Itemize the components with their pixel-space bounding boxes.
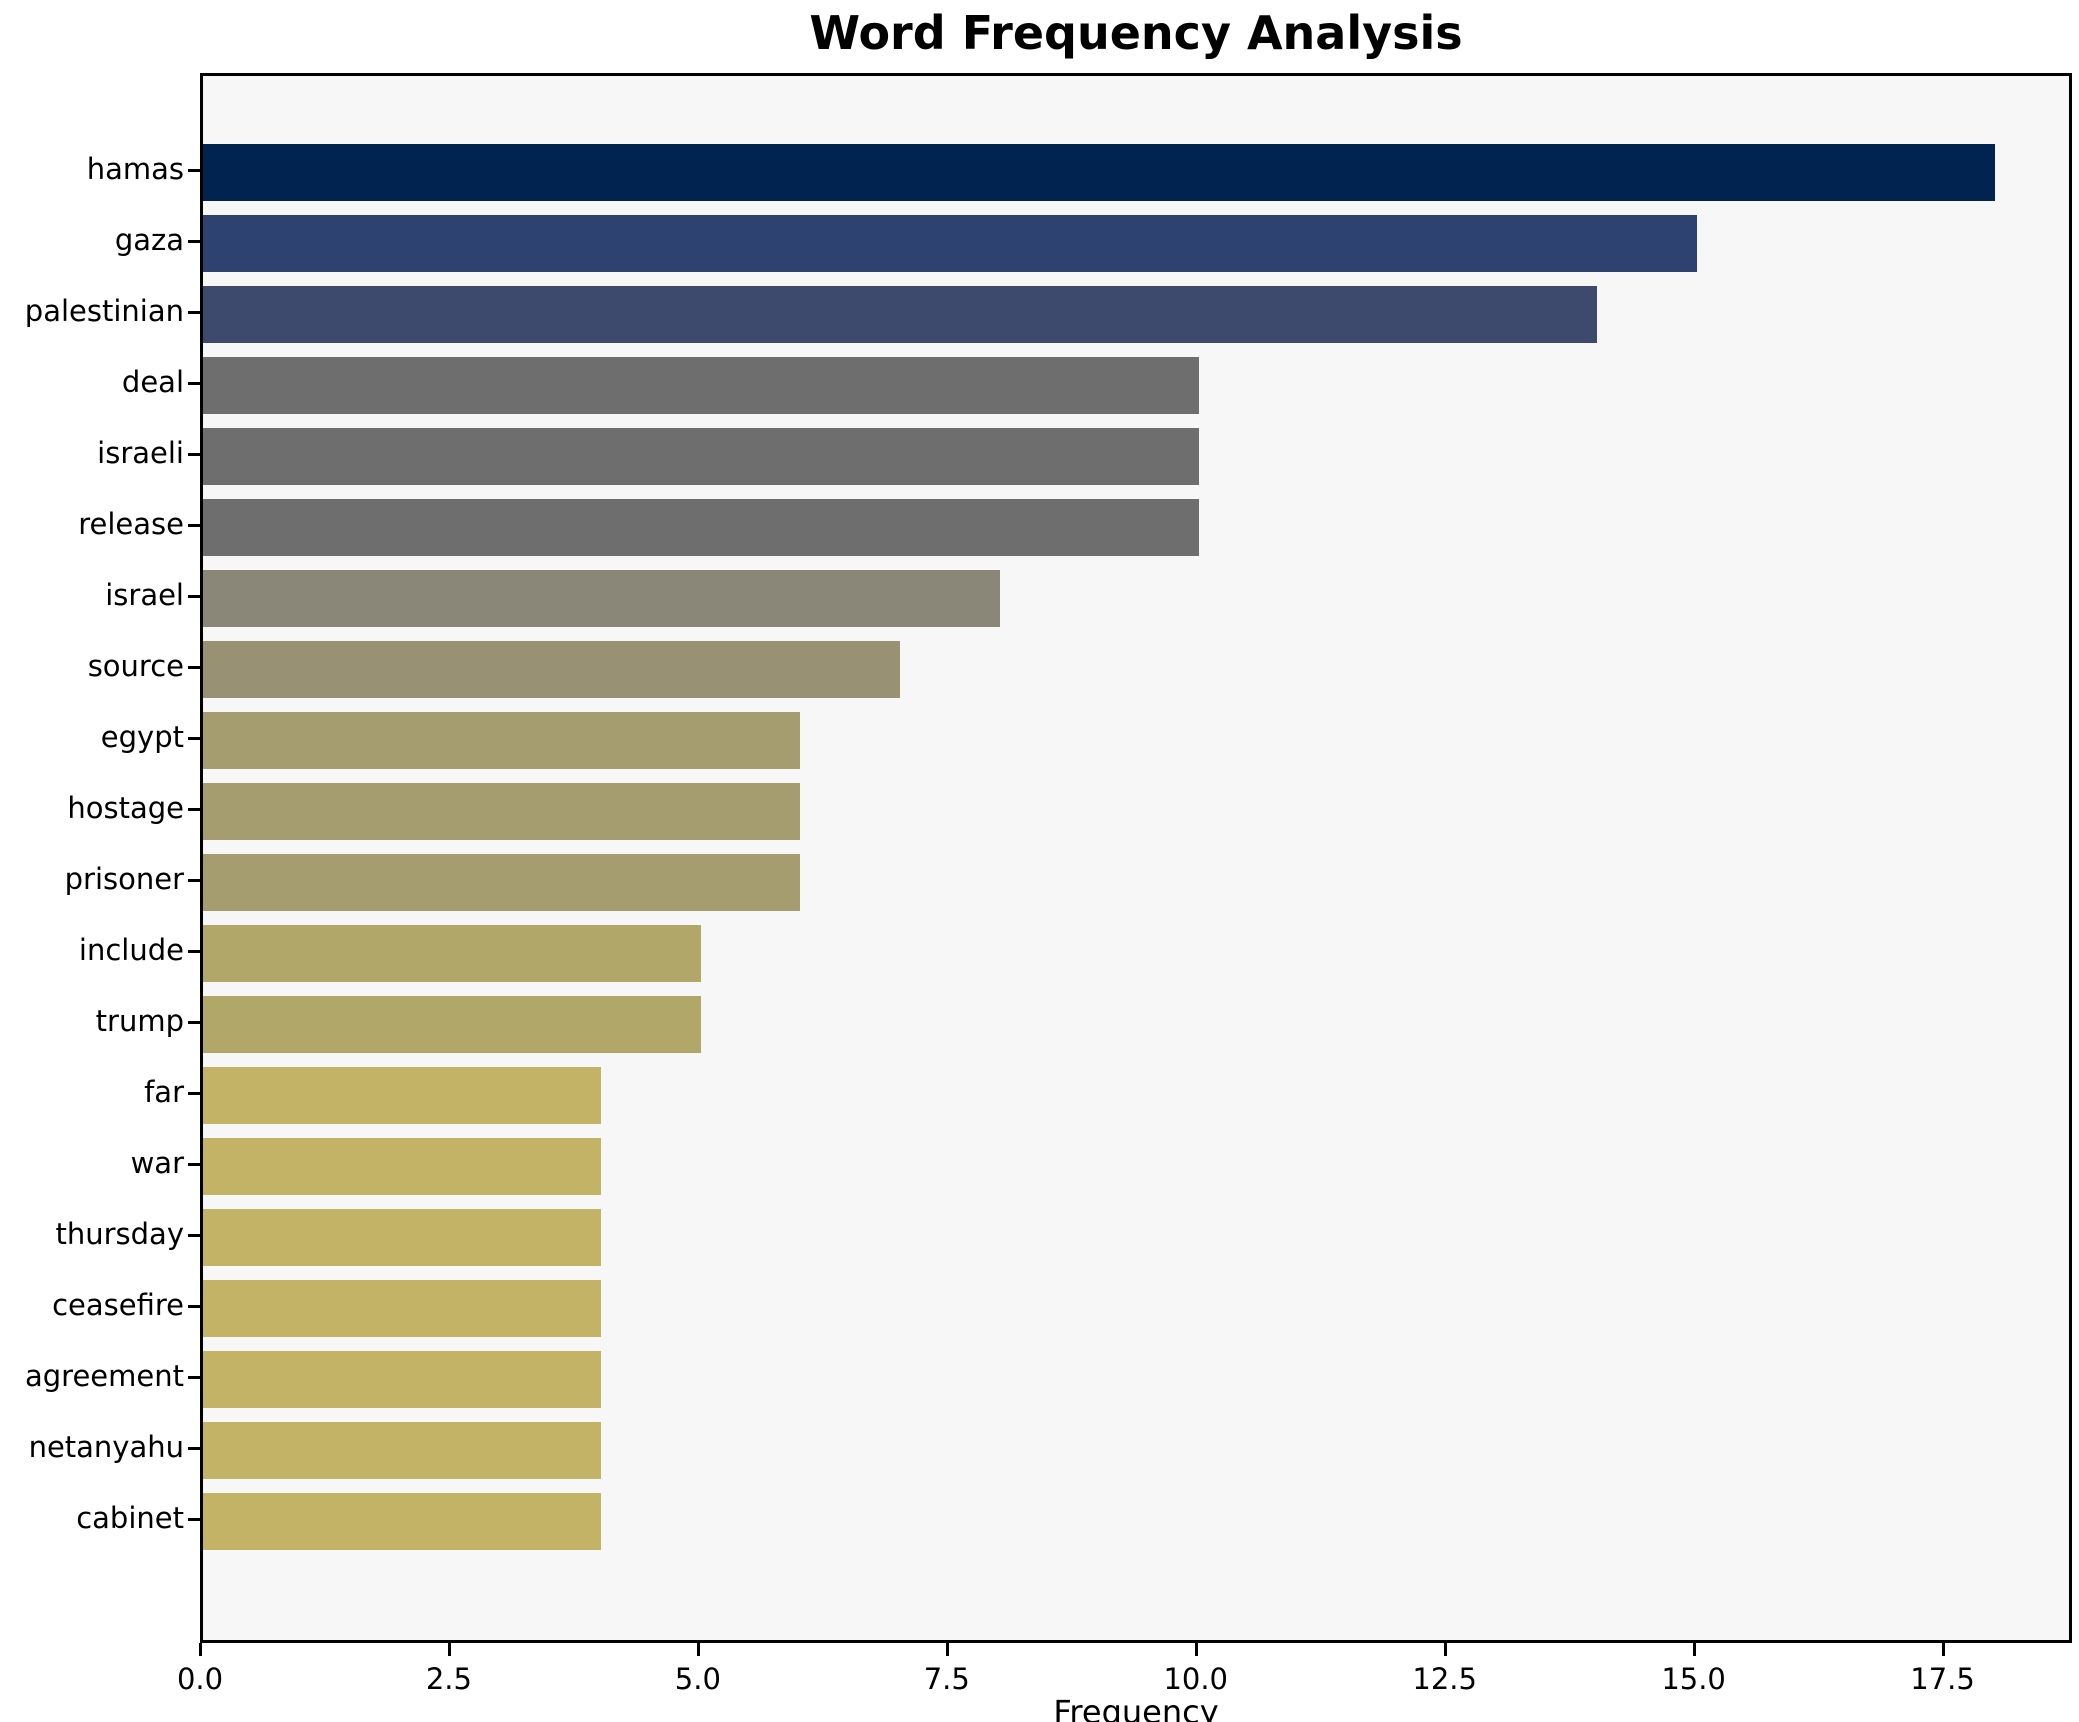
x-tick-label-17.5: 17.5 [1910, 1662, 1975, 1696]
y-tick-mark [188, 1091, 200, 1095]
y-tick-label-release: release [78, 507, 184, 541]
bar-deal [203, 357, 1199, 414]
y-tick-label-gaza: gaza [114, 223, 184, 257]
y-tick-mark [188, 1446, 200, 1450]
bar-israel [203, 570, 1000, 627]
y-tick-label-palestinian: palestinian [24, 294, 184, 328]
bar-hamas [203, 144, 1995, 201]
x-tick-mark [696, 1643, 700, 1656]
bar-source [203, 641, 900, 698]
x-tick-mark [1443, 1643, 1447, 1656]
y-tick-mark [188, 168, 200, 172]
x-tick-label-0.0: 0.0 [176, 1662, 224, 1696]
y-tick-mark [188, 1233, 200, 1237]
bar-gaza [203, 215, 1697, 272]
y-tick-mark [188, 594, 200, 598]
y-tick-label-egypt: egypt [100, 720, 184, 754]
bar-israeli [203, 428, 1199, 485]
y-tick-label-war: war [130, 1146, 184, 1180]
bar-release [203, 499, 1199, 556]
x-tick-label-10.0: 10.0 [1163, 1662, 1229, 1696]
bar-trump [203, 996, 701, 1053]
y-tick-label-ceasefire: ceasefire [52, 1288, 184, 1322]
y-tick-mark [188, 523, 200, 527]
bar-far [203, 1067, 601, 1124]
x-tick-label-12.5: 12.5 [1412, 1662, 1477, 1696]
x-tick-mark [945, 1643, 949, 1656]
y-tick-mark [188, 807, 200, 811]
y-tick-mark [188, 1304, 200, 1308]
x-tick-label-7.5: 7.5 [923, 1662, 970, 1696]
y-tick-label-trump: trump [95, 1004, 184, 1038]
y-tick-label-hostage: hostage [67, 791, 184, 825]
x-axis-title: Frequency [1053, 1693, 1219, 1722]
bar-cabinet [203, 1493, 601, 1550]
y-tick-label-israel: israel [105, 578, 184, 612]
y-tick-label-hamas: hamas [86, 152, 184, 186]
y-tick-mark [188, 381, 200, 385]
x-tick-mark [199, 1643, 202, 1656]
y-tick-label-israeli: israeli [97, 436, 184, 470]
y-tick-mark [188, 310, 200, 314]
y-tick-label-netanyahu: netanyahu [28, 1430, 184, 1464]
x-tick-label-2.5: 2.5 [425, 1662, 472, 1696]
y-tick-mark [188, 949, 200, 953]
y-tick-mark [188, 1517, 200, 1521]
y-tick-label-cabinet: cabinet [76, 1501, 184, 1535]
bar-palestinian [203, 286, 1597, 343]
y-tick-mark [188, 1162, 200, 1166]
x-tick-mark [447, 1643, 451, 1656]
y-tick-mark [188, 1375, 200, 1379]
y-tick-label-prisoner: prisoner [64, 862, 184, 896]
x-tick-mark [1692, 1643, 1696, 1656]
x-tick-mark [1194, 1643, 1198, 1656]
x-tick-mark [1941, 1643, 1945, 1656]
y-tick-mark [188, 1020, 200, 1024]
y-tick-mark [188, 878, 200, 882]
y-tick-label-far: far [144, 1075, 184, 1109]
plot-area [200, 73, 2072, 1643]
x-tick-label-15.0: 15.0 [1661, 1662, 1726, 1696]
y-tick-mark [188, 452, 200, 456]
bar-prisoner [203, 854, 800, 911]
y-tick-mark [188, 239, 200, 243]
y-tick-mark [188, 665, 200, 669]
bar-ceasefire [203, 1280, 601, 1337]
bar-hostage [203, 783, 800, 840]
y-tick-mark [188, 736, 200, 740]
bar-egypt [203, 712, 800, 769]
bar-war [203, 1138, 601, 1195]
y-tick-label-thursday: thursday [55, 1217, 184, 1251]
y-tick-label-deal: deal [121, 365, 184, 399]
bar-agreement [203, 1351, 601, 1408]
bar-thursday [203, 1209, 601, 1266]
bar-include [203, 925, 701, 982]
chart-title: Word Frequency Analysis [809, 6, 1463, 60]
y-tick-label-source: source [87, 649, 184, 683]
y-tick-label-agreement: agreement [25, 1359, 184, 1393]
bar-netanyahu [203, 1422, 601, 1479]
x-tick-label-5.0: 5.0 [674, 1662, 721, 1696]
y-tick-label-include: include [78, 933, 184, 967]
